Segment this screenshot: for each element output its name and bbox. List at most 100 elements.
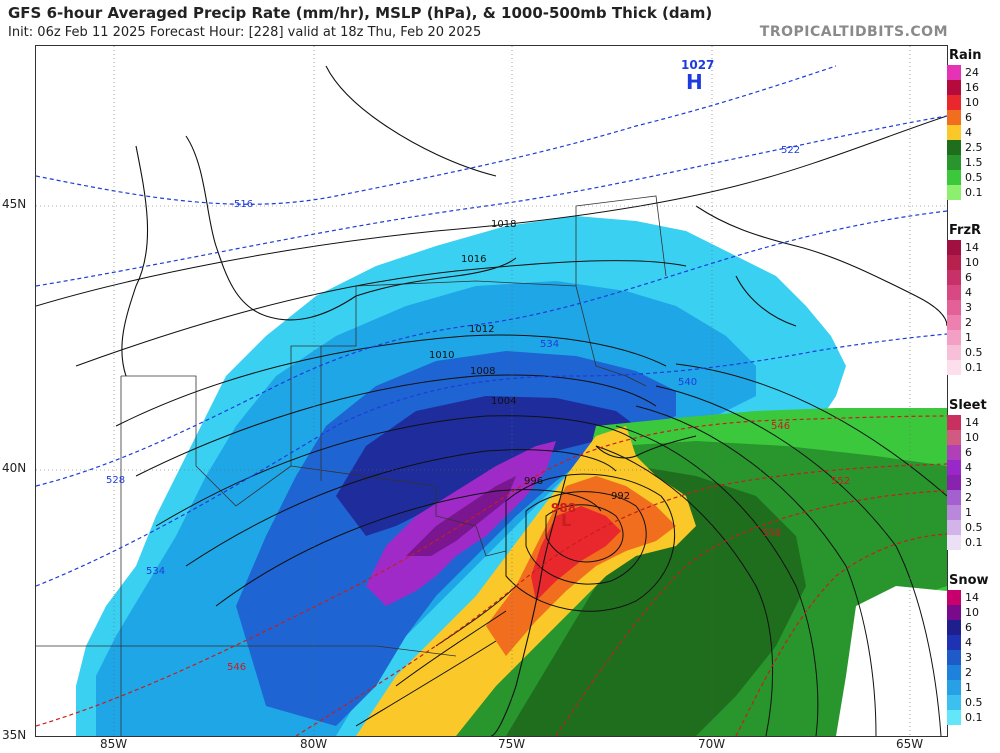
legend-swatch [947, 680, 961, 695]
legend-swatch [947, 535, 961, 550]
legend-level: 1.5 [965, 156, 983, 169]
thickness-label: 558 [762, 528, 782, 539]
legend-entry: 6 [947, 110, 1000, 125]
legend-sleet: Sleet 14 10 6 4 3 2 1 0.5 0.1 [947, 397, 1000, 550]
snow-field-intense [336, 396, 636, 536]
legend-level: 2 [965, 666, 972, 679]
legend-swatch [947, 315, 961, 330]
legend-swatch [947, 520, 961, 535]
legend-level: 10 [965, 431, 979, 444]
isobar-lines [36, 115, 947, 736]
legend-swatch [947, 300, 961, 315]
legend-swatch [947, 605, 961, 620]
legend-swatch [947, 415, 961, 430]
legend-swatch [947, 185, 961, 200]
legend-swatch [947, 80, 961, 95]
isobar-label: 1018 [491, 219, 517, 230]
brand-label: TROPICALTIDBITS.COM [759, 24, 948, 40]
lon-label: 80W [300, 737, 328, 751]
lon-label: 75W [498, 737, 526, 751]
legend-swatch [947, 345, 961, 360]
legend-level: 24 [965, 66, 979, 79]
legend-swatch [947, 65, 961, 80]
isobar-label: 1010 [429, 350, 455, 361]
frzr-field [406, 476, 516, 556]
isobar-label: 1016 [461, 254, 487, 265]
legend-level: 2 [965, 491, 972, 504]
legend-swatch [947, 170, 961, 185]
legend-entry: 16 [947, 80, 1000, 95]
legend-entry: 0.1 [947, 710, 1000, 725]
legend-level: 0.1 [965, 536, 983, 549]
legend-level: 3 [965, 301, 972, 314]
legend-title: Snow [949, 573, 989, 588]
isobar-label: 1004 [491, 396, 517, 407]
legend-swatch [947, 140, 961, 155]
lat-label: 40N [2, 461, 27, 475]
legend-entry: 2 [947, 665, 1000, 680]
legend-title: Sleet [949, 398, 987, 413]
legend-swatch [947, 505, 961, 520]
legend-swatch [947, 665, 961, 680]
legend-entry: 0.5 [947, 170, 1000, 185]
legend-entry: 1.5 [947, 155, 1000, 170]
legend-entry: 14 [947, 240, 1000, 255]
legend-title: Rain [949, 48, 982, 63]
lat-label: 45N [2, 197, 27, 211]
high-pressure-value: 1027 [681, 58, 715, 72]
legend-swatch [947, 430, 961, 445]
legend-entry: 0.1 [947, 185, 1000, 200]
thickness-label: 540 [678, 377, 698, 388]
lon-label: 70W [698, 737, 726, 751]
coastlines [121, 65, 947, 736]
thickness-label: 516 [234, 199, 254, 210]
legend-level: 14 [965, 241, 979, 254]
isobar-label: 996 [524, 476, 544, 487]
legend-swatch [947, 255, 961, 270]
low-pressure-value: 988 [551, 501, 577, 515]
legend-level: 1 [965, 506, 972, 519]
legend-swatch [947, 95, 961, 110]
legend-level: 0.5 [965, 346, 983, 359]
legend-title: FrzR [949, 223, 982, 238]
legend-level: 6 [965, 111, 972, 124]
legend-swatch [947, 475, 961, 490]
thickness-lines-blue [36, 65, 947, 587]
legend-swatch [947, 460, 961, 475]
legend-entry: 4 [947, 460, 1000, 475]
thickness-label: 522 [781, 145, 801, 156]
legend-swatch [947, 360, 961, 375]
legend-level: 14 [965, 416, 979, 429]
isobar-label: 1012 [469, 324, 495, 335]
legend-entry: 4 [947, 125, 1000, 140]
legend-entry: 24 [947, 65, 1000, 80]
legend-swatch [947, 695, 961, 710]
legend-entry: 10 [947, 255, 1000, 270]
lon-label: 85W [100, 737, 128, 751]
legend-entry: 4 [947, 285, 1000, 300]
legend-swatch [947, 110, 961, 125]
legend-level: 4 [965, 126, 972, 139]
legend-entry: 10 [947, 605, 1000, 620]
legend-entry: 10 [947, 430, 1000, 445]
legend-level: 14 [965, 591, 979, 604]
legend-level: 6 [965, 621, 972, 634]
legend-swatch [947, 445, 961, 460]
map-subtitle: Init: 06z Feb 11 2025 Forecast Hour: [22… [8, 25, 482, 40]
legend-level: 1 [965, 331, 972, 344]
legend-swatch [947, 270, 961, 285]
legend-entry: 10 [947, 95, 1000, 110]
legend-level: 0.5 [965, 521, 983, 534]
legend-level: 0.1 [965, 186, 983, 199]
legend-swatch [947, 125, 961, 140]
legend-entry: 3 [947, 650, 1000, 665]
legend-entry: 0.1 [947, 360, 1000, 375]
lat-label: 35N [2, 728, 27, 742]
legend-entry: 3 [947, 300, 1000, 315]
rain-field-heavy [506, 466, 806, 736]
thickness-lines-red [36, 415, 947, 736]
legend-level: 4 [965, 461, 972, 474]
legend-rain: Rain 24 16 10 6 4 2.5 1.5 0.5 0.1 [947, 47, 1000, 200]
legend-entry: 1 [947, 505, 1000, 520]
legend-entry: 2 [947, 490, 1000, 505]
